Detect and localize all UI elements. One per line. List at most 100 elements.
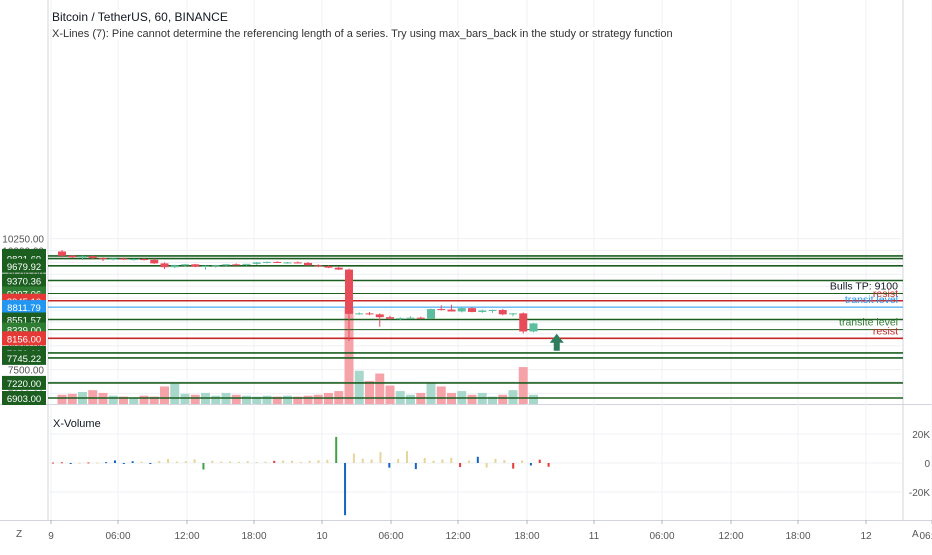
grid-lines [0, 0, 932, 521]
x-volume-bar [388, 463, 391, 468]
candle-body[interactable] [99, 258, 107, 260]
volume-bar [190, 394, 200, 404]
x-volume-bar [344, 463, 347, 516]
volume-bar [283, 395, 292, 404]
time-tick-label: 06:00 [105, 531, 130, 542]
candle-body[interactable] [58, 251, 66, 256]
level-price-tag-label: 8551.57 [7, 315, 41, 326]
candle-body[interactable] [232, 264, 241, 266]
level-price-tag-label: 8811.79 [7, 303, 41, 314]
candle-body[interactable] [109, 258, 118, 260]
volume-bar [180, 393, 190, 404]
candle-body[interactable] [509, 313, 517, 315]
candlesticks[interactable] [58, 250, 538, 341]
x-volume-title: X-Volume [53, 418, 101, 430]
candle-body[interactable] [498, 310, 507, 315]
candle-body[interactable] [345, 269, 353, 314]
x-volume-bar [140, 461, 143, 463]
candle-body[interactable] [181, 264, 189, 266]
candle-body[interactable] [519, 313, 528, 332]
volume-bar [498, 394, 508, 404]
volume-bar [467, 394, 477, 404]
x-volume-bar [290, 460, 293, 463]
candle-body[interactable] [119, 258, 128, 260]
candle-body[interactable] [427, 309, 435, 319]
volume-bar [406, 394, 415, 404]
x-volume-bar [220, 461, 223, 463]
candle-body[interactable] [160, 263, 169, 268]
candle-body[interactable] [170, 265, 179, 268]
candle-body[interactable] [406, 317, 415, 319]
candle-body[interactable] [478, 310, 487, 312]
candle-body[interactable] [355, 313, 364, 315]
candle-body[interactable] [529, 323, 538, 332]
x-volume-bar [432, 460, 435, 463]
auto-scale-button[interactable]: A [912, 529, 919, 540]
candle-body[interactable] [191, 264, 200, 267]
candle-body[interactable] [211, 265, 220, 267]
level-price-tag [2, 331, 46, 346]
candle-body[interactable] [375, 314, 384, 318]
candle-body[interactable] [416, 317, 425, 319]
level-annotation-label: resist [873, 288, 898, 300]
candle-body[interactable] [150, 259, 159, 264]
candle-body[interactable] [365, 313, 374, 315]
volume-bar [529, 394, 538, 404]
level-price-tag-label: 8156.00 [7, 334, 41, 345]
candle-body[interactable] [293, 262, 302, 264]
time-axis[interactable]: 9 06:00 12:00 18:00 10 06:00 12:00 18:00 11 06:00… [48, 520, 932, 542]
candle-body[interactable] [129, 259, 138, 261]
level-price-tag [2, 300, 46, 315]
x-volume-bar [229, 461, 231, 463]
candle-body[interactable] [304, 262, 312, 266]
x-volume-bar [175, 461, 178, 463]
zoom-reset-button[interactable]: Z [16, 529, 23, 540]
x-volume-bar [476, 456, 479, 463]
candle-body[interactable] [263, 261, 271, 263]
x-volume-bar [521, 460, 524, 463]
x-volume-bar [529, 463, 532, 466]
candle-body[interactable] [222, 264, 230, 266]
candle-body[interactable] [242, 263, 251, 265]
time-tick-label: 06:00 [919, 531, 932, 542]
candle-body[interactable] [68, 255, 77, 258]
candle-body[interactable] [396, 318, 405, 320]
price-axis[interactable]: 10250.0010000.009750.009500.009250.00900… [2, 235, 46, 405]
candle-body[interactable] [140, 259, 148, 261]
candle-body[interactable] [314, 265, 323, 267]
candle-body[interactable] [324, 266, 333, 268]
x-volume-bar [326, 459, 329, 463]
candle-body[interactable] [437, 309, 446, 311]
level-price-tag-label: 9370.36 [7, 277, 41, 288]
candle-body[interactable] [283, 262, 292, 264]
x-volume-bar [335, 436, 338, 463]
candle-body[interactable] [334, 267, 343, 270]
level-annotation-label: Bulls TP: 9100 [830, 280, 898, 292]
time-tick-label: 06:00 [649, 531, 674, 542]
x-volume-bar [467, 460, 470, 463]
candle-body[interactable] [252, 262, 261, 264]
x-volume-pane[interactable]: X-Volume 20K 0 -20K [48, 418, 930, 516]
x-volume-bar [361, 458, 364, 463]
level-price-tag-label: 7745.22 [7, 354, 41, 365]
x-volume-bar [113, 460, 116, 463]
candle-body[interactable] [447, 309, 456, 312]
candle-body[interactable] [201, 265, 210, 267]
candle-body[interactable] [457, 308, 466, 312]
candle-body[interactable] [468, 308, 476, 312]
x-volume-bar [237, 461, 240, 463]
candle-body[interactable] [78, 256, 87, 258]
candle-body[interactable] [386, 317, 394, 319]
candle-body[interactable] [88, 256, 97, 259]
x-volume-bar [60, 462, 63, 464]
level-price-tag-label: 9679.92 [7, 262, 41, 273]
candle-body[interactable] [273, 261, 282, 263]
x-volume-bar [87, 462, 90, 464]
time-tick-label: 12:00 [174, 531, 199, 542]
candle-body[interactable] [488, 310, 497, 312]
x-volume-bar [122, 463, 125, 465]
volume-bar [436, 386, 446, 404]
